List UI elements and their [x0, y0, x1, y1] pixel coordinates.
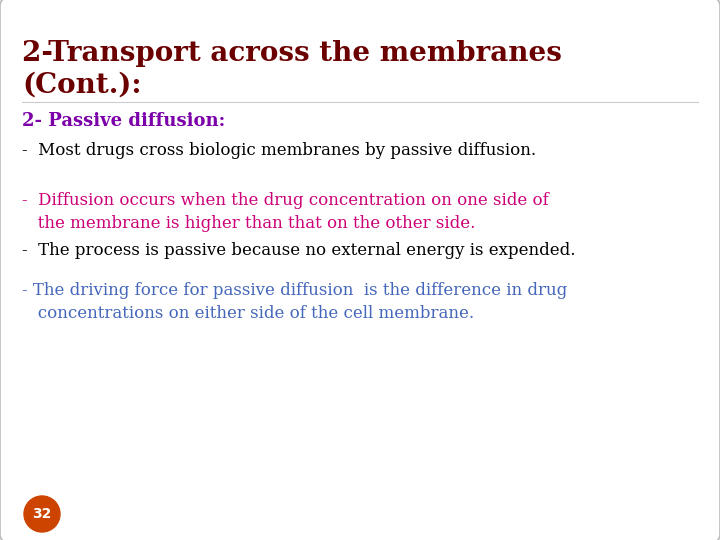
Text: 2-Transport across the membranes: 2-Transport across the membranes: [22, 40, 562, 67]
Text: 2- Passive diffusion:: 2- Passive diffusion:: [22, 112, 225, 130]
Text: 32: 32: [32, 507, 52, 521]
Text: -  The process is passive because no external energy is expended.: - The process is passive because no exte…: [22, 242, 575, 259]
Text: -  Diffusion occurs when the drug concentration on one side of
   the membrane i: - Diffusion occurs when the drug concent…: [22, 192, 549, 232]
Text: (Cont.):: (Cont.):: [22, 72, 142, 99]
Text: - The driving force for passive diffusion  is the difference in drug
   concentr: - The driving force for passive diffusio…: [22, 282, 567, 322]
Circle shape: [24, 496, 60, 532]
Text: -  Most drugs cross biologic membranes by passive diffusion.: - Most drugs cross biologic membranes by…: [22, 142, 536, 159]
